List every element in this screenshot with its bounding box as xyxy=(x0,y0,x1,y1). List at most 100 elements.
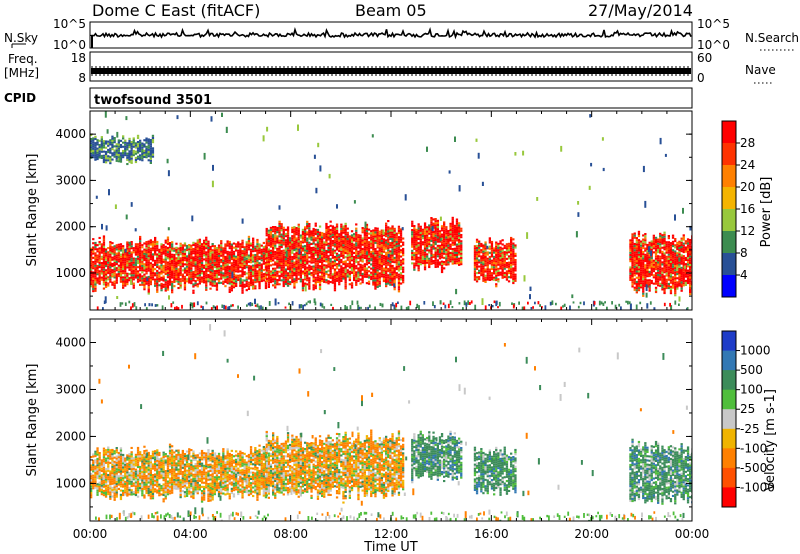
heatmap-cell xyxy=(686,244,690,247)
heatmap-cell xyxy=(488,272,491,275)
heatmap-cell xyxy=(134,253,138,256)
heatmap-cell xyxy=(200,253,204,256)
heatmap-cell xyxy=(458,234,461,237)
heatmap-cell xyxy=(633,263,636,266)
heatmap-cell xyxy=(661,263,664,266)
heatmap-cell xyxy=(111,152,114,155)
heatmap-cell xyxy=(671,236,675,239)
heatmap-cell xyxy=(122,272,125,275)
heatmap-cell xyxy=(100,138,103,141)
heatmap-cell xyxy=(331,250,334,253)
heatmap-cell xyxy=(299,244,302,247)
heatmap-cell xyxy=(100,262,103,265)
heatmap-cell xyxy=(102,260,106,263)
heatmap-cell xyxy=(151,265,155,268)
heatmap-cell xyxy=(274,276,277,279)
heatmap-cell xyxy=(402,258,405,261)
heatmap-cell xyxy=(484,249,487,252)
heatmap-cell xyxy=(348,241,351,244)
heatmap-cell xyxy=(671,245,675,248)
heatmap-cell xyxy=(652,268,655,271)
heatmap-cell xyxy=(173,247,176,250)
heatmap-cell xyxy=(166,249,170,252)
heatmap-cell xyxy=(282,274,285,277)
heatmap-cell xyxy=(164,260,167,263)
heatmap-cell xyxy=(389,273,392,276)
heatmap-cell xyxy=(648,283,651,286)
heatmap-cell xyxy=(211,263,214,266)
heatmap-cell xyxy=(682,261,685,264)
heatmap-cell xyxy=(338,245,341,248)
heatmap-cell xyxy=(179,246,182,249)
heatmap-cell xyxy=(661,269,664,272)
heatmap-cell xyxy=(382,263,386,266)
heatmap-cell xyxy=(301,237,305,240)
heatmap-cell xyxy=(151,247,155,250)
heatmap-cell xyxy=(280,273,283,276)
heatmap-cell xyxy=(318,288,322,291)
heatmap-cell xyxy=(378,239,381,242)
heatmap-cell xyxy=(272,234,275,238)
heatmap-cell xyxy=(139,267,142,270)
heatmap-cell xyxy=(495,268,498,271)
heatmap-cell xyxy=(164,268,167,271)
heatmap-cell xyxy=(331,231,334,234)
heatmap-cell xyxy=(323,270,326,273)
heatmap-cell xyxy=(387,220,390,223)
heatmap-cell xyxy=(198,251,201,254)
heatmap-cell xyxy=(139,242,142,245)
heatmap-cell xyxy=(98,241,101,244)
heatmap-cell xyxy=(451,237,454,240)
heatmap-cell xyxy=(399,245,403,248)
heatmap-cell xyxy=(387,261,390,264)
heatmap-cell xyxy=(659,257,662,260)
heatmap-cell xyxy=(423,253,427,256)
heatmap-cell xyxy=(217,269,221,272)
heatmap-cell xyxy=(262,241,265,244)
heatmap-cell xyxy=(316,249,320,252)
heatmap-cell xyxy=(663,277,666,280)
heatmap-cell xyxy=(237,266,240,269)
heatmap-cell xyxy=(122,253,125,256)
heatmap-cell xyxy=(224,258,227,261)
heatmap-cell xyxy=(413,229,416,232)
heatmap-cell xyxy=(667,278,670,281)
heatmap-cell xyxy=(451,229,454,232)
heatmap-cell xyxy=(417,269,420,272)
heatmap-cell xyxy=(143,282,146,285)
heatmap-cell xyxy=(247,277,251,280)
heatmap-cell xyxy=(640,250,643,253)
heatmap-cell xyxy=(314,260,317,263)
heatmap-cell xyxy=(241,243,244,246)
heatmap-cell xyxy=(209,258,212,261)
heatmap-cell xyxy=(166,246,170,249)
heatmap-cell xyxy=(306,233,309,236)
heatmap-cell xyxy=(512,252,515,255)
heatmap-cell xyxy=(274,280,277,283)
heatmap-cell xyxy=(173,278,176,281)
heatmap-cell xyxy=(200,245,204,248)
heatmap-cell xyxy=(512,244,515,247)
heatmap-cell xyxy=(329,239,332,242)
heatmap-cell xyxy=(262,248,265,251)
heatmap-cell xyxy=(478,246,481,249)
heatmap-cell xyxy=(102,287,106,290)
heatmap-cell xyxy=(226,250,229,253)
heatmap-cell xyxy=(667,247,670,250)
heatmap-cell xyxy=(659,247,662,250)
heatmap-cell xyxy=(102,245,106,248)
heatmap-cell xyxy=(678,272,681,275)
heatmap-cell xyxy=(232,284,236,287)
heatmap-cell xyxy=(338,237,341,240)
heatmap-cell xyxy=(402,268,405,271)
heatmap-cell xyxy=(629,260,632,263)
heatmap-cell xyxy=(254,274,257,277)
heatmap-cell xyxy=(310,249,313,252)
heatmap-cell xyxy=(215,284,219,287)
heatmap-cell xyxy=(237,241,240,244)
heatmap-cell xyxy=(205,245,208,248)
heatmap-cell xyxy=(132,149,135,152)
heatmap-cell xyxy=(312,238,315,241)
heatmap-cell xyxy=(104,152,108,155)
heatmap-cell xyxy=(661,275,664,278)
